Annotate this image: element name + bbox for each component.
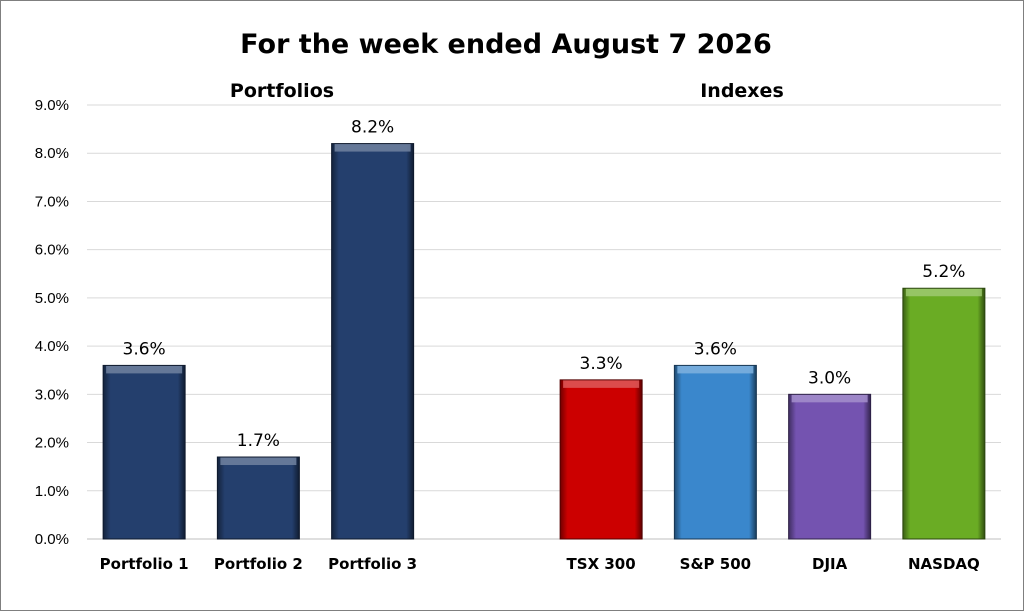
y-tick-label: 3.0% (35, 386, 69, 403)
chart-title: For the week ended August 7 2026 (240, 29, 772, 60)
bar-portfolio-3 (331, 143, 414, 540)
x-tick-label: Portfolio 1 (100, 555, 189, 573)
data-label: 1.7% (237, 431, 280, 451)
x-tick-label: DJIA (812, 555, 848, 573)
bar-bevel (791, 394, 868, 403)
bar-nasdaq (902, 288, 985, 539)
bar-bevel (106, 365, 183, 374)
bar-bevel (905, 288, 982, 297)
bar-outline (788, 393, 872, 540)
bar-outline (559, 379, 643, 540)
data-label: 3.3% (580, 354, 623, 374)
bar-outline (331, 143, 415, 540)
bar-djia (788, 394, 871, 539)
bar-outline (102, 364, 186, 540)
y-tick-label: 6.0% (35, 242, 69, 259)
x-tick-label: Portfolio 3 (328, 555, 417, 573)
x-axis: Portfolio 1 Portfolio 2 Portfolio 3 TSX 300… (100, 555, 980, 573)
data-label: 8.2% (351, 118, 394, 138)
bar-bevel (220, 457, 297, 466)
bar-bevel (677, 365, 754, 374)
bar-outline (673, 364, 757, 540)
y-tick-label: 9.0% (35, 97, 69, 114)
data-label: 3.6% (694, 339, 737, 359)
bar-outline (902, 287, 986, 540)
group-title-indexes: Indexes (700, 80, 784, 102)
bar-tsx-300 (560, 379, 643, 539)
data-label: 3.6% (123, 339, 166, 359)
y-tick-label: 5.0% (35, 290, 69, 307)
bar-bevel (334, 143, 411, 152)
bar-bevel (563, 379, 640, 388)
y-axis: 0.0% 1.0% 2.0% 3.0% 4.0% 5.0% 6.0% 7.0% 8.0% 9.0% (35, 97, 69, 548)
y-tick-label: 2.0% (35, 435, 69, 452)
x-tick-label: NASDAQ (908, 555, 980, 573)
x-tick-label: Portfolio 2 (214, 555, 303, 573)
bar-portfolio-1 (103, 365, 186, 539)
bar-s-p-500 (674, 365, 757, 539)
y-tick-label: 7.0% (35, 193, 69, 210)
y-tick-label: 8.0% (35, 145, 69, 162)
group-title-portfolios: Portfolios (230, 80, 334, 102)
y-tick-label: 0.0% (35, 531, 69, 548)
y-tick-label: 4.0% (35, 338, 69, 355)
x-tick-label: TSX 300 (567, 555, 636, 573)
bar-outline (216, 456, 300, 540)
bars (102, 143, 986, 540)
data-labels: 3.6% 1.7% 8.2% 3.3% 3.6% 3.0% 5.2% (123, 118, 966, 451)
x-tick-label: S&P 500 (680, 555, 751, 573)
data-label: 3.0% (808, 368, 851, 388)
data-label: 5.2% (922, 262, 965, 282)
bar-portfolio-2 (217, 457, 300, 539)
y-tick-label: 1.0% (35, 483, 69, 500)
